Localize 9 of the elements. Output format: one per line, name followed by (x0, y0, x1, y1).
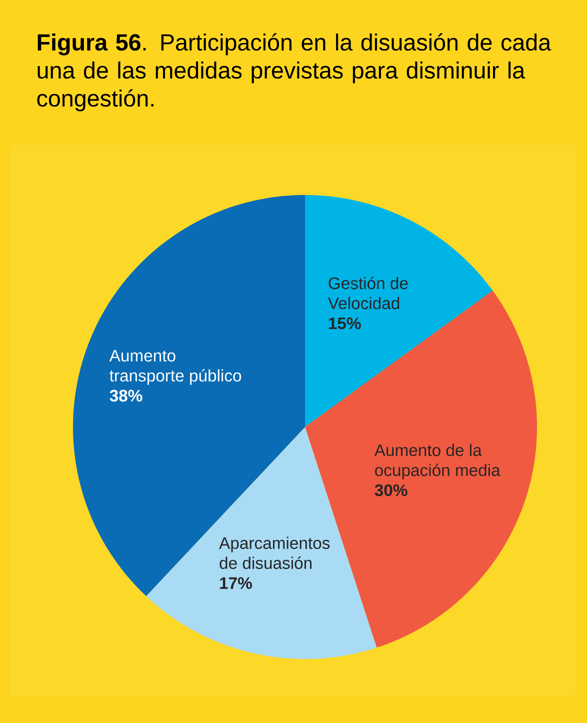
slice-label: Aumento de la ocupación media (374, 444, 500, 480)
slice-label: Gestión de Velocidad (328, 276, 408, 310)
data-label: 17% (220, 577, 252, 589)
data-label: 15% (328, 317, 361, 330)
chart-title: Figura 56. Participación en la disuasión de cada una de las medidas previstas para disminuir la congestión. (37, 33, 552, 112)
data-label: 38% (110, 390, 142, 402)
data-label: 30% (374, 484, 408, 496)
slice-label: Aparcamientos de disuasión (219, 536, 330, 569)
slice-label: Aumento transporte público (109, 350, 242, 385)
